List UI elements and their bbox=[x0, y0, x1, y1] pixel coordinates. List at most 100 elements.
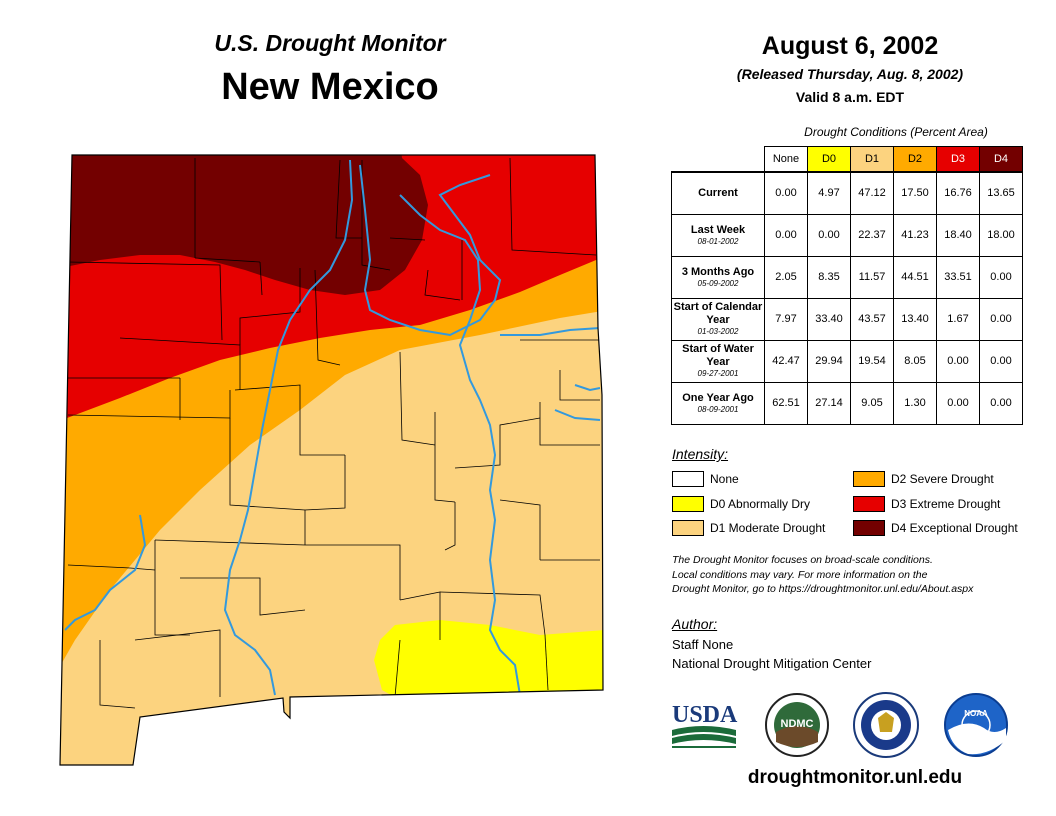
state-outline bbox=[59, 154, 604, 766]
table-cell: 33.51 bbox=[936, 255, 980, 299]
row-label: 3 Months Ago 05-09-2002 bbox=[671, 255, 765, 299]
table-cell: 9.05 bbox=[850, 381, 894, 425]
legend-item-d2: D2 Severe Drought bbox=[853, 470, 994, 488]
noaa-logo-text: NOAA bbox=[964, 709, 988, 718]
table-cell: 0.00 bbox=[979, 255, 1023, 299]
table-cell: 27.14 bbox=[807, 381, 851, 425]
usda-logo: USDA bbox=[672, 702, 738, 748]
table-cell: 0.00 bbox=[807, 213, 851, 257]
note-line: Drought Monitor, go to https://droughtmo… bbox=[672, 583, 974, 595]
rivers bbox=[64, 159, 601, 696]
table-cell: 0.00 bbox=[936, 339, 980, 383]
release-date: (Released Thursday, Aug. 8, 2002) bbox=[736, 66, 964, 82]
website-link[interactable]: droughtmonitor.unl.edu bbox=[747, 767, 963, 788]
county-lines bbox=[67, 157, 600, 709]
row-date: 01-03-2002 bbox=[697, 327, 739, 336]
table-cell: 13.40 bbox=[893, 297, 937, 341]
table-cell: 1.67 bbox=[936, 297, 980, 341]
table-corner bbox=[671, 146, 765, 173]
table-cell: 47.12 bbox=[850, 171, 894, 215]
row-label: Last Week 08-01-2002 bbox=[671, 213, 765, 257]
col-header: D2 bbox=[893, 146, 937, 173]
row-label: Start of Calendar Year 01-03-2002 bbox=[671, 297, 765, 341]
legend-swatch bbox=[853, 496, 885, 512]
legend-item-none: None bbox=[672, 470, 739, 488]
table-cell: 18.40 bbox=[936, 213, 980, 257]
legend-swatch bbox=[853, 520, 885, 536]
row-label-text: Last Week bbox=[690, 223, 746, 236]
table-cell: 0.00 bbox=[936, 381, 980, 425]
author-heading: Author: bbox=[672, 616, 718, 632]
col-header: D1 bbox=[850, 146, 894, 173]
disclaimer-note: The Drought Monitor focuses on broad-sca… bbox=[672, 553, 1042, 597]
table-cell: 1.30 bbox=[893, 381, 937, 425]
row-label: Current bbox=[671, 171, 765, 215]
table-cell: 13.65 bbox=[979, 171, 1023, 215]
row-label-text: Current bbox=[698, 186, 738, 199]
note-line: The Drought Monitor focuses on broad-sca… bbox=[672, 554, 933, 566]
agency-logos: USDA NDMC NOAA bbox=[672, 692, 1008, 758]
table-cell: 42.47 bbox=[764, 339, 808, 383]
legend-item-d1: D1 Moderate Drought bbox=[672, 519, 825, 537]
table-cell: 41.23 bbox=[893, 213, 937, 257]
ndmc-logo-text: NDMC bbox=[781, 718, 814, 730]
table-cell: 44.51 bbox=[893, 255, 937, 299]
row-date: 05-09-2002 bbox=[697, 278, 739, 288]
table-cell: 0.00 bbox=[764, 213, 808, 257]
table-row: Start of Calendar Year 01-03-2002 7.97 33.4… bbox=[671, 297, 1023, 341]
row-label: Start of Water Year 09-27-2001 bbox=[671, 339, 765, 383]
valid-time: Valid 8 a.m. EDT bbox=[795, 89, 905, 105]
legend-label: D1 Moderate Drought bbox=[710, 521, 826, 535]
table-cell: 4.97 bbox=[807, 171, 851, 215]
table-row: Current 0.00 4.97 47.12 17.50 16.76 13.65 bbox=[671, 171, 1023, 215]
table-cell: 22.37 bbox=[850, 213, 894, 257]
author-org: National Drought Mitigation Center bbox=[672, 656, 872, 671]
table-cell: 0.00 bbox=[979, 339, 1023, 383]
map-subtitle: U.S. Drought Monitor bbox=[214, 30, 446, 56]
conditions-caption: Drought Conditions (Percent Area) bbox=[804, 125, 988, 139]
table-cell: 29.94 bbox=[807, 339, 851, 383]
table-cell: 17.50 bbox=[893, 171, 937, 215]
commerce-logo bbox=[853, 692, 919, 758]
table-cell: 16.76 bbox=[936, 171, 980, 215]
map-date: August 6, 2002 bbox=[761, 32, 939, 60]
table-cell: 43.57 bbox=[850, 297, 894, 341]
legend-label: D0 Abnormally Dry bbox=[710, 497, 811, 511]
table-cell: 0.00 bbox=[764, 171, 808, 215]
legend-swatch bbox=[853, 471, 885, 487]
drought-map bbox=[59, 154, 604, 766]
legend-label: None bbox=[710, 472, 739, 486]
usda-logo-text: USDA bbox=[672, 702, 738, 728]
author-name: Staff None bbox=[672, 637, 734, 652]
legend-title: Intensity: bbox=[672, 446, 729, 462]
table-cell: 11.57 bbox=[850, 255, 894, 299]
legend-item-d0: D0 Abnormally Dry bbox=[672, 495, 810, 513]
noaa-logo: NOAA bbox=[944, 693, 1008, 757]
col-header: D3 bbox=[936, 146, 980, 173]
table-header-row: None D0 D1 D2 D3 D4 bbox=[671, 146, 1023, 173]
table-cell: 7.97 bbox=[764, 297, 808, 341]
row-label: One Year Ago 08-09-2001 bbox=[671, 381, 765, 425]
table-cell: 0.00 bbox=[979, 297, 1023, 341]
table-row: One Year Ago 08-09-2001 62.51 27.14 9.05 1.30… bbox=[671, 381, 1023, 425]
row-label-text: Start of Water Year bbox=[682, 343, 754, 368]
ndmc-logo: NDMC bbox=[765, 693, 829, 757]
table-row: 3 Months Ago 05-09-2002 2.05 8.35 11.57 44.51… bbox=[671, 255, 1023, 299]
legend-item-d3: D3 Extreme Drought bbox=[853, 495, 1000, 513]
row-label-text: 3 Months Ago bbox=[681, 265, 755, 278]
legend-swatch bbox=[672, 496, 704, 512]
table-cell: 2.05 bbox=[764, 255, 808, 299]
col-header: D0 bbox=[807, 146, 851, 173]
table-cell: 8.35 bbox=[807, 255, 851, 299]
legend-label: D3 Extreme Drought bbox=[891, 497, 1001, 511]
table-row: Start of Water Year 09-27-2001 42.47 29.94 1… bbox=[671, 339, 1023, 383]
row-date: 09-27-2001 bbox=[697, 369, 739, 378]
note-line: Local conditions may vary. For more info… bbox=[672, 568, 928, 581]
table-cell: 19.54 bbox=[850, 339, 894, 383]
table-cell: 0.00 bbox=[979, 381, 1023, 425]
row-label-text: One Year Ago bbox=[682, 391, 754, 404]
table-cell: 8.05 bbox=[893, 339, 937, 383]
d4-area bbox=[60, 155, 428, 295]
map-title: New Mexico bbox=[221, 66, 439, 108]
legend-swatch bbox=[672, 520, 704, 536]
